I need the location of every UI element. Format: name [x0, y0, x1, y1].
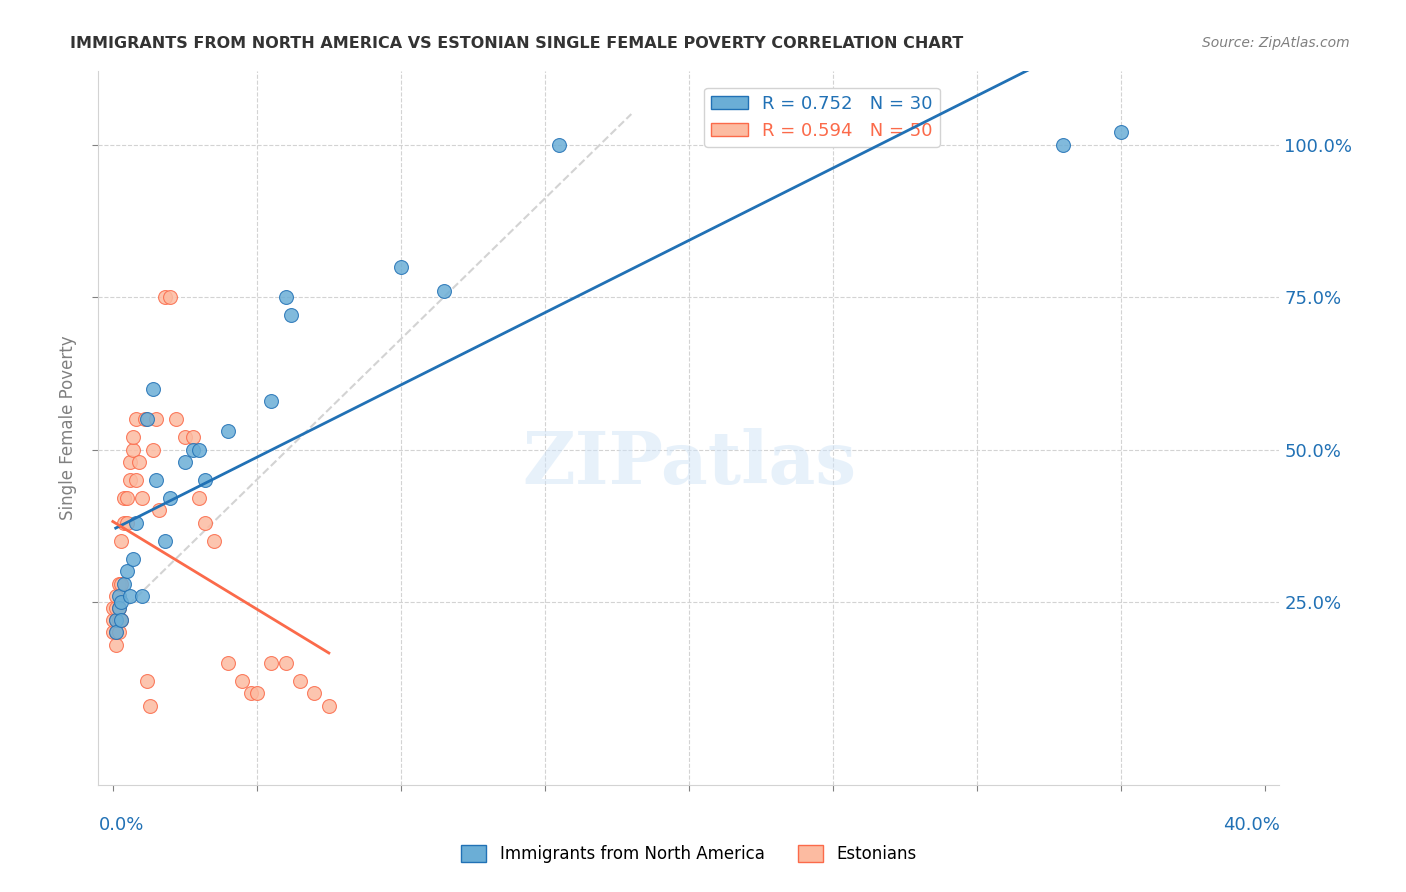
- Point: [120, 589, 142, 603]
- Point: [274, 290, 297, 304]
- Point: [139, 698, 162, 713]
- Point: [217, 656, 239, 670]
- Point: [240, 686, 263, 700]
- Point: [107, 576, 129, 591]
- Point: [104, 589, 127, 603]
- Point: [260, 656, 283, 670]
- Point: [104, 613, 127, 627]
- Point: [433, 284, 456, 298]
- Point: [112, 491, 135, 506]
- Point: [274, 656, 297, 670]
- Point: [122, 552, 145, 566]
- Point: [115, 516, 138, 530]
- Point: [280, 309, 302, 323]
- Point: [231, 674, 253, 689]
- Point: [153, 290, 176, 304]
- Point: [194, 516, 217, 530]
- Point: [246, 686, 269, 700]
- Y-axis label: Single Female Poverty: Single Female Poverty: [59, 336, 77, 520]
- Text: ZIPatlas: ZIPatlas: [522, 428, 856, 500]
- Point: [159, 290, 181, 304]
- Point: [128, 455, 150, 469]
- Point: [183, 430, 205, 444]
- Point: [131, 589, 153, 603]
- Point: [104, 625, 127, 640]
- Point: [115, 565, 138, 579]
- Point: [288, 674, 311, 689]
- Point: [173, 430, 195, 444]
- Text: 0.0%: 0.0%: [98, 815, 143, 833]
- Point: [173, 455, 195, 469]
- Point: [136, 674, 159, 689]
- Legend: Immigrants from North America, Estonians: Immigrants from North America, Estonians: [454, 838, 924, 870]
- Point: [104, 638, 127, 652]
- Point: [183, 442, 205, 457]
- Point: [194, 473, 217, 487]
- Text: IMMIGRANTS FROM NORTH AMERICA VS ESTONIAN SINGLE FEMALE POVERTY CORRELATION CHAR: IMMIGRANTS FROM NORTH AMERICA VS ESTONIA…: [70, 36, 963, 51]
- Point: [304, 686, 326, 700]
- Point: [115, 491, 138, 506]
- Point: [202, 533, 225, 548]
- Point: [107, 601, 129, 615]
- Point: [104, 601, 127, 615]
- Point: [153, 533, 176, 548]
- Point: [107, 613, 129, 627]
- Point: [134, 412, 156, 426]
- Point: [148, 503, 170, 517]
- Point: [120, 473, 142, 487]
- Point: [125, 516, 148, 530]
- Point: [107, 589, 129, 603]
- Point: [107, 601, 129, 615]
- Point: [125, 412, 148, 426]
- Point: [125, 473, 148, 487]
- Point: [188, 491, 211, 506]
- Point: [145, 412, 167, 426]
- Point: [131, 491, 153, 506]
- Point: [136, 412, 159, 426]
- Point: [389, 260, 412, 274]
- Point: [110, 613, 132, 627]
- Point: [101, 613, 124, 627]
- Point: [122, 442, 145, 457]
- Point: [1109, 125, 1132, 139]
- Point: [112, 576, 135, 591]
- Point: [122, 430, 145, 444]
- Point: [145, 473, 167, 487]
- Point: [217, 424, 239, 438]
- Point: [142, 442, 165, 457]
- Point: [159, 491, 181, 506]
- Point: [548, 137, 571, 152]
- Point: [318, 698, 340, 713]
- Point: [188, 442, 211, 457]
- Text: 40.0%: 40.0%: [1223, 815, 1279, 833]
- Point: [110, 613, 132, 627]
- Point: [104, 613, 127, 627]
- Point: [104, 625, 127, 640]
- Point: [112, 516, 135, 530]
- Point: [101, 601, 124, 615]
- Point: [101, 625, 124, 640]
- Point: [1052, 137, 1074, 152]
- Point: [107, 625, 129, 640]
- Point: [120, 455, 142, 469]
- Point: [260, 393, 283, 408]
- Point: [110, 595, 132, 609]
- Point: [110, 533, 132, 548]
- Point: [110, 576, 132, 591]
- Point: [165, 412, 187, 426]
- Point: [142, 382, 165, 396]
- Text: Source: ZipAtlas.com: Source: ZipAtlas.com: [1202, 36, 1350, 50]
